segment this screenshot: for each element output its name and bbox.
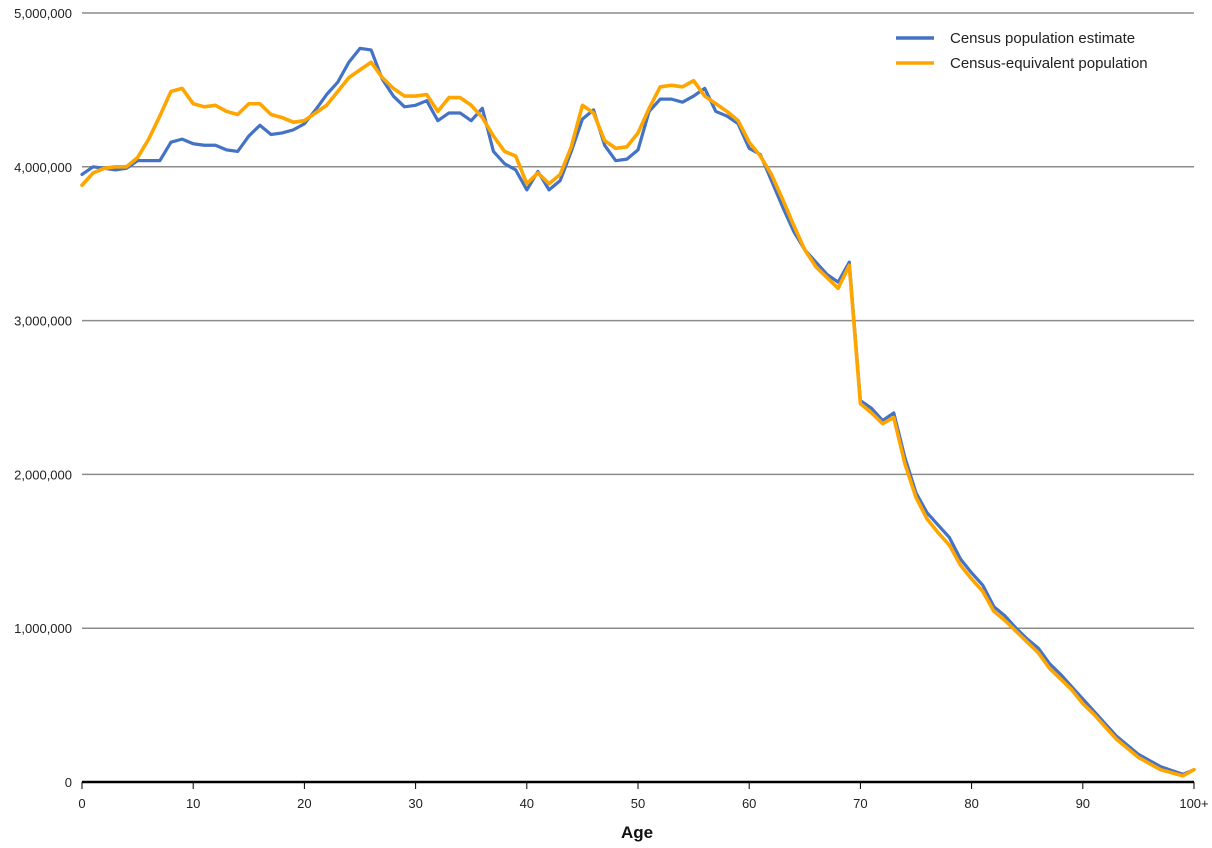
series-line-estimate bbox=[80, 46, 1196, 776]
legend-label-estimate: Census population estimate bbox=[950, 30, 1135, 47]
gridlines bbox=[82, 12, 1194, 629]
x-tick-label: 50 bbox=[631, 796, 645, 811]
x-tick-label: 80 bbox=[964, 796, 978, 811]
legend-label-equivalent: Census-equivalent population bbox=[950, 55, 1148, 72]
x-tick-label: 10 bbox=[186, 796, 200, 811]
x-tick-label: 90 bbox=[1076, 796, 1090, 811]
x-tick-label: 70 bbox=[853, 796, 867, 811]
y-tick-label: 0 bbox=[65, 775, 72, 790]
y-tick-label: 2,000,000 bbox=[14, 467, 72, 482]
x-tick-label: 100+ bbox=[1179, 796, 1208, 811]
x-tick-label: 20 bbox=[297, 796, 311, 811]
series-line-equivalent bbox=[80, 60, 1196, 778]
x-tick-label: 40 bbox=[520, 796, 534, 811]
y-tick-label: 4,000,000 bbox=[14, 160, 72, 175]
y-tick-label: 3,000,000 bbox=[14, 314, 72, 329]
x-tick-label: 0 bbox=[78, 796, 85, 811]
y-tick-label: 5,000,000 bbox=[14, 6, 72, 21]
x-tick-label: 30 bbox=[408, 796, 422, 811]
y-tick-label: 1,000,000 bbox=[14, 621, 72, 636]
x-axis-title: Age bbox=[621, 823, 653, 842]
series-lines bbox=[80, 46, 1196, 778]
legend: Census population estimate Census-equiva… bbox=[896, 30, 1148, 72]
x-tick-label: 60 bbox=[742, 796, 756, 811]
x-axis: 0 10 20 30 40 50 60 70 80 90 100+ bbox=[78, 780, 1209, 811]
y-axis: 0 1,000,000 2,000,000 3,000,000 4,000,000 5,0… bbox=[14, 6, 72, 790]
